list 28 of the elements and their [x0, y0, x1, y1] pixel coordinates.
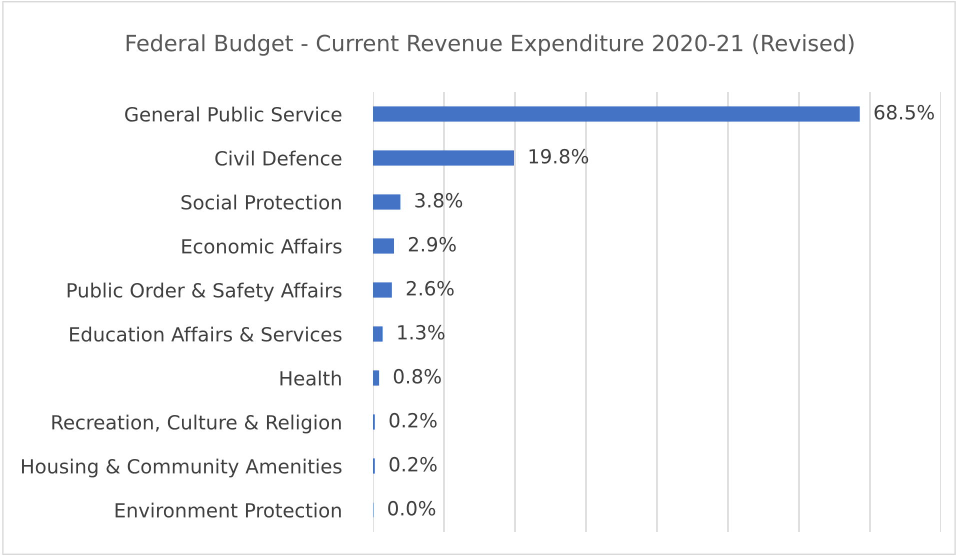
data-label: 0.2% [390, 456, 437, 472]
data-label: 0.8% [394, 368, 441, 384]
bar [373, 370, 380, 386]
chart-title: Federal Budget - Current Revenue Expenditure 2020-21 (Revised) [126, 34, 854, 56]
y-tick-label: Recreation, Culture & Religion [52, 414, 341, 434]
bar [373, 282, 392, 298]
data-label: 3.8% [415, 192, 462, 208]
bar [373, 238, 394, 254]
y-tick-label: Public Order & Safety Affairs [68, 282, 342, 302]
y-tick-label: General Public Service [125, 106, 342, 122]
bar [373, 194, 400, 210]
bar [373, 150, 514, 166]
data-label: 2.9% [408, 236, 456, 252]
y-tick-label: Economic Affairs [182, 238, 342, 254]
y-tick-label: Health [280, 370, 341, 386]
y-tick-label: Environment Protection [116, 502, 341, 518]
data-label: 19.8% [530, 148, 588, 164]
y-tick-label: Education Affairs & Services [70, 326, 342, 342]
bar [373, 326, 383, 342]
y-tick-label: Housing & Community Amenities [22, 458, 342, 478]
data-label: 0.2% [390, 412, 437, 428]
data-label: 1.3% [398, 324, 444, 340]
y-tick-label: Civil Defence [215, 150, 342, 166]
data-label: 2.6% [406, 280, 454, 296]
y-tick-label: Social Protection [182, 194, 341, 210]
data-label: 0.0% [388, 500, 436, 516]
data-label: 68.5% [874, 104, 934, 120]
bar [373, 106, 860, 122]
